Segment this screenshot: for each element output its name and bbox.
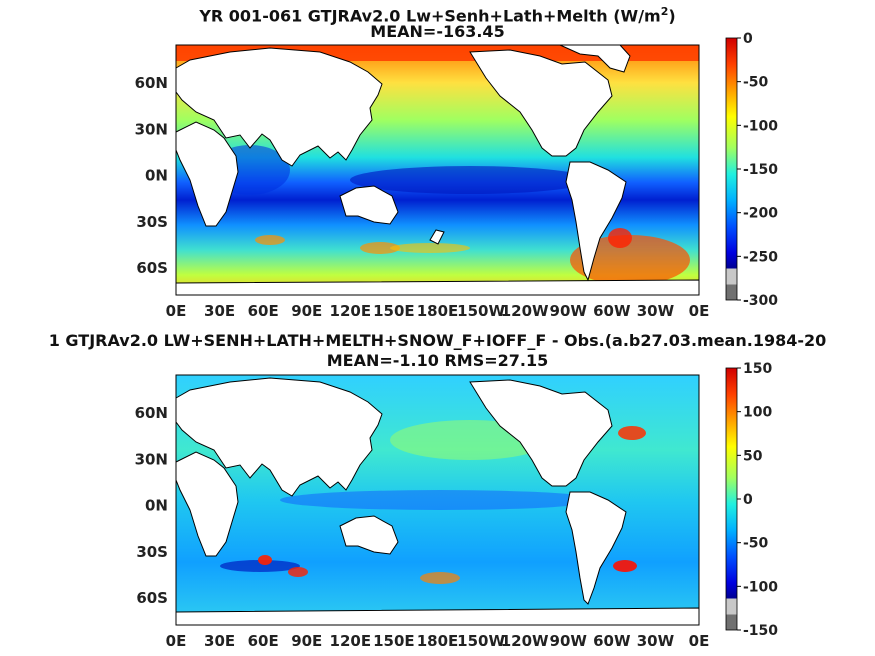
chart2-x-tick: 120E	[330, 632, 372, 650]
chart1-y-tick: 30N	[135, 120, 168, 138]
chart2-x-tick: 180E	[417, 632, 459, 650]
chart1-colorbar-tick: -250	[743, 249, 778, 265]
chart2-x-tick: 90E	[291, 632, 322, 650]
chart1-x-tick: 150W	[457, 302, 505, 320]
chart2-x-tick: 150W	[457, 632, 505, 650]
chart2-y-tick: 0N	[145, 497, 168, 515]
chart1-colorbar-tick: 0	[743, 31, 753, 47]
chart1-subtitle: MEAN=-163.45	[370, 22, 505, 41]
chart1-x-tick: 60E	[248, 302, 279, 320]
chart1-x-tick: 0E	[166, 302, 187, 320]
chart2-y-tick: 30S	[136, 543, 168, 561]
chart1-colorbar-tick: -300	[743, 293, 778, 309]
chart2-x-tick: 0E	[166, 632, 187, 650]
chart1-y-tick: 0N	[145, 167, 168, 185]
chart2-colorbar-tick: 0	[743, 492, 753, 508]
chart2-map	[175, 374, 700, 626]
chart2-x-tick: 120W	[501, 632, 549, 650]
chart1-x-tick: 0E	[689, 302, 710, 320]
chart2-title: 1 GTJRAv2.0 LW+SENH+LATH+MELTH+SNOW_F+IO…	[48, 331, 827, 350]
chart2-x-tick: 150E	[373, 632, 415, 650]
chart2-subtitle: MEAN=-1.10 RMS=27.15	[326, 351, 549, 370]
chart1-x-tick: 30E	[204, 302, 235, 320]
chart1-colorbar	[725, 37, 738, 301]
chart2-y-tick: 60N	[135, 404, 168, 422]
chart2-colorbar-tick: -150	[743, 623, 778, 639]
chart1-x-tick: 90W	[550, 302, 588, 320]
chart1-colorbar-tick: -200	[743, 206, 778, 222]
chart2-colorbar	[725, 367, 738, 631]
chart2-colorbar-tick: -50	[743, 536, 769, 552]
chart2-x-tick: 30W	[637, 632, 675, 650]
chart1-x-tick: 60W	[593, 302, 631, 320]
chart1-x-tick: 30W	[637, 302, 675, 320]
chart1-title: YR 001-061 GTJRAv2.0 Lw+Senh+Lath+Melth …	[199, 5, 676, 26]
chart1-x-tick: 150E	[373, 302, 415, 320]
chart1-y-tick: 60S	[136, 259, 168, 277]
chart2-x-tick: 0E	[689, 632, 710, 650]
chart2-colorbar-tick: -100	[743, 579, 778, 595]
chart2-colorbar-tick: 150	[743, 361, 772, 377]
chart2-x-tick: 90W	[550, 632, 588, 650]
chart2-y-tick: 60S	[136, 589, 168, 607]
chart1-y-tick: 30S	[136, 213, 168, 231]
chart2-y-tick: 30N	[135, 450, 168, 468]
chart2-colorbar-tick: 50	[743, 448, 763, 464]
chart2-colorbar-tick: 100	[743, 405, 772, 421]
chart1-x-tick: 180E	[417, 302, 459, 320]
chart2-x-tick: 60E	[248, 632, 279, 650]
chart1-colorbar-tick: -50	[743, 75, 769, 91]
chart1-colorbar-tick: -150	[743, 162, 778, 178]
chart1-x-tick: 90E	[291, 302, 322, 320]
chart2-x-tick: 60W	[593, 632, 631, 650]
chart1-colorbar-tick: -100	[743, 118, 778, 134]
chart1-x-tick: 120W	[501, 302, 549, 320]
chart1-x-tick: 120E	[330, 302, 372, 320]
chart2-x-tick: 30E	[204, 632, 235, 650]
chart1-y-tick: 60N	[135, 74, 168, 92]
chart1-map	[175, 44, 700, 296]
